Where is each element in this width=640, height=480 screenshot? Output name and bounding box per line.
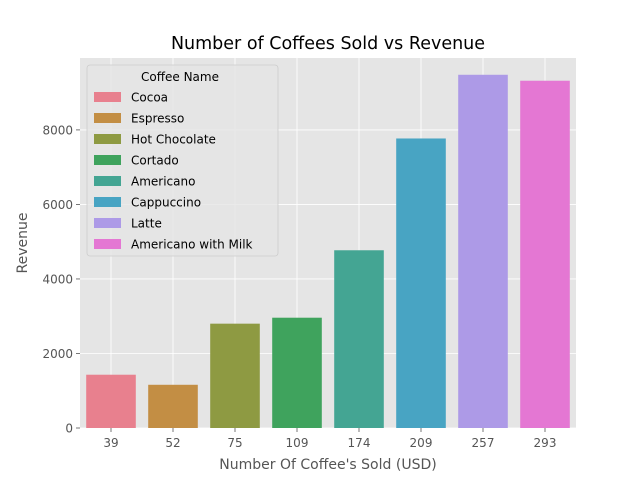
x-tick-label: 209 xyxy=(410,436,433,450)
bar xyxy=(272,317,322,428)
legend-swatch xyxy=(94,155,121,165)
x-tick-label: 109 xyxy=(286,436,309,450)
legend-swatch xyxy=(94,239,121,249)
legend-swatch xyxy=(94,92,121,102)
y-tick-label: 4000 xyxy=(42,272,73,286)
legend-label: Hot Chocolate xyxy=(131,133,216,147)
bars xyxy=(86,74,570,429)
legend-label: Americano xyxy=(131,175,195,189)
y-tick-label: 6000 xyxy=(42,198,73,212)
legend-items: Cocoa Espresso Hot Chocolate Cortado America… xyxy=(94,91,253,252)
legend-label: Cocoa xyxy=(131,91,168,105)
y-axis-label: Revenue xyxy=(15,213,31,274)
legend-swatch xyxy=(94,134,121,144)
bar xyxy=(396,138,446,428)
y-axis-ticks: 0 2000 4000 6000 8000 xyxy=(42,123,80,436)
y-tick-label: 8000 xyxy=(42,123,73,137)
bar xyxy=(334,250,384,428)
bar xyxy=(210,323,260,428)
bar xyxy=(86,374,136,428)
y-tick-label: 0 xyxy=(65,422,73,436)
chart-title: Number of Coffees Sold vs Revenue xyxy=(171,34,485,54)
legend-label: Latte xyxy=(131,217,162,231)
legend-box xyxy=(86,64,279,257)
x-axis-label: Number Of Coffee's Sold (USD) xyxy=(219,457,436,473)
legend-label: Cortado xyxy=(131,154,179,168)
legend-label: Americano with Milk xyxy=(131,238,253,252)
x-tick-label: 39 xyxy=(103,436,118,450)
x-tick-label: 293 xyxy=(534,436,557,450)
x-tick-label: 174 xyxy=(348,436,371,450)
legend-swatch xyxy=(94,218,121,228)
x-tick-label: 75 xyxy=(227,436,242,450)
legend-title: Coffee Name xyxy=(141,70,219,84)
legend-swatch xyxy=(94,176,121,186)
legend-label: Cappuccino xyxy=(131,196,201,210)
bar xyxy=(148,384,198,428)
x-axis-ticks: 39 52 75 109 174 209 257 293 xyxy=(103,428,556,450)
x-tick-label: 52 xyxy=(165,436,180,450)
y-tick-label: 2000 xyxy=(42,347,73,361)
legend-label: Espresso xyxy=(131,112,184,126)
x-tick-label: 257 xyxy=(472,436,495,450)
legend-swatch xyxy=(94,197,121,207)
bar xyxy=(520,80,570,429)
bar xyxy=(458,74,508,429)
legend-swatch xyxy=(94,113,121,123)
